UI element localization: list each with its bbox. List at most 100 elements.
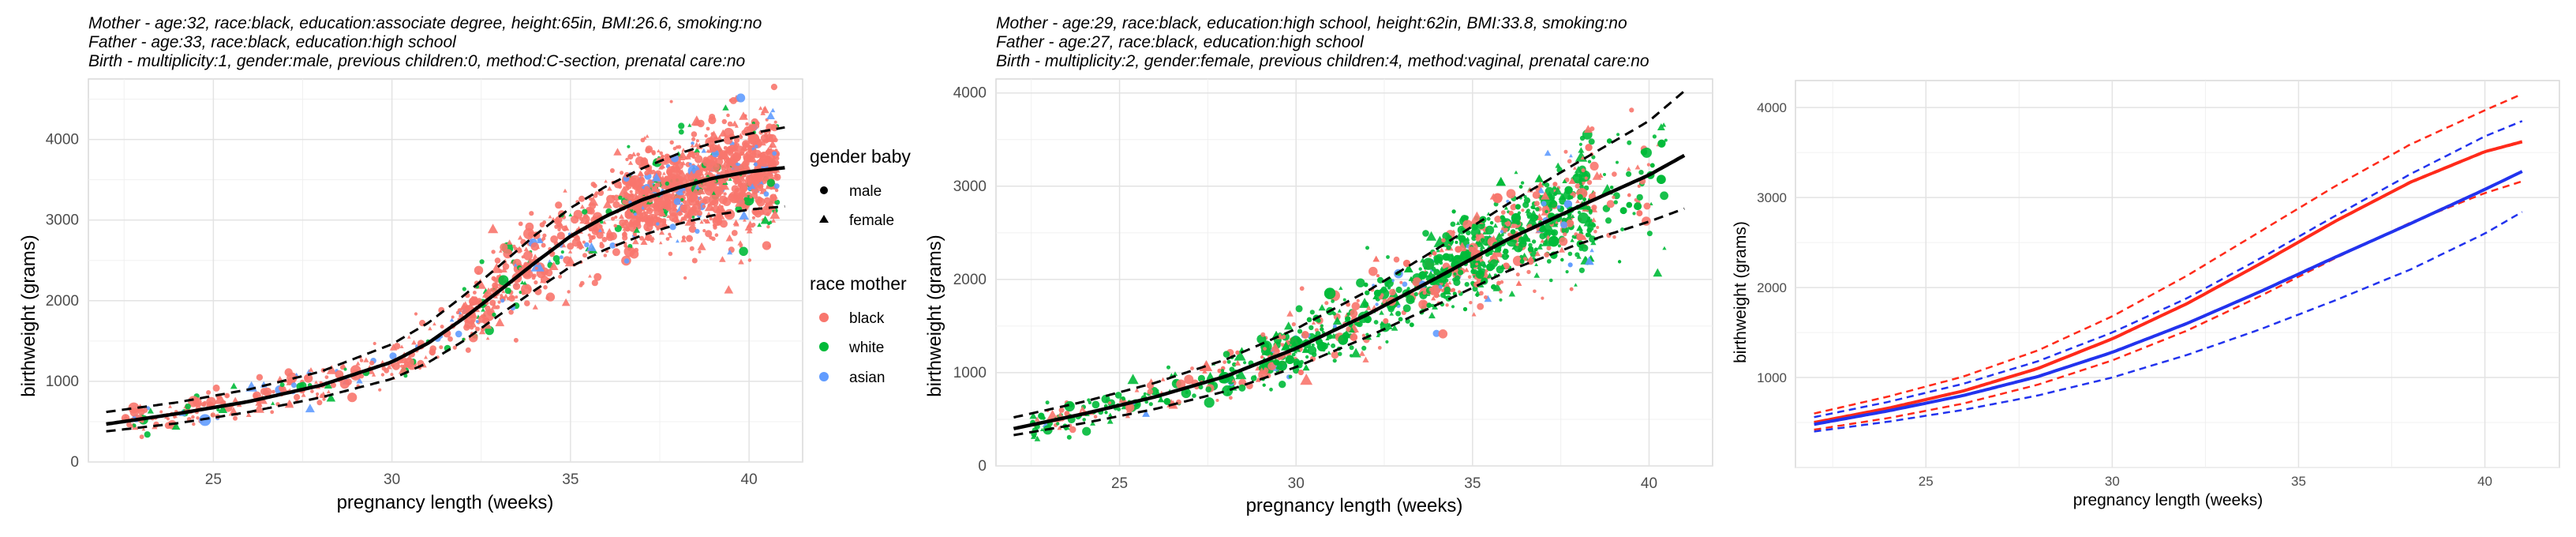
data-point bbox=[539, 222, 545, 227]
data-point bbox=[611, 216, 616, 221]
data-point bbox=[769, 169, 774, 174]
data-point bbox=[773, 197, 778, 201]
data-point bbox=[1441, 238, 1446, 243]
data-point bbox=[734, 137, 740, 143]
data-point bbox=[1578, 147, 1585, 153]
data-point bbox=[286, 381, 291, 385]
data-point bbox=[1155, 389, 1159, 392]
data-point bbox=[722, 197, 732, 206]
data-point bbox=[718, 179, 730, 190]
y-tick-label: 4000 bbox=[1757, 100, 1787, 115]
data-point bbox=[1232, 362, 1237, 367]
data-point bbox=[439, 345, 444, 350]
data-point bbox=[1325, 336, 1330, 340]
data-point bbox=[651, 172, 661, 182]
data-point bbox=[340, 362, 346, 368]
data-point bbox=[1217, 368, 1222, 374]
data-point bbox=[1229, 396, 1233, 400]
data-point bbox=[1428, 312, 1436, 319]
data-point bbox=[1127, 374, 1139, 385]
legend-white-label: white bbox=[848, 340, 884, 356]
data-point bbox=[1331, 351, 1339, 359]
data-point bbox=[1200, 360, 1213, 371]
data-point bbox=[1148, 402, 1153, 407]
data-point bbox=[582, 253, 587, 258]
data-point bbox=[651, 151, 656, 156]
data-point bbox=[555, 216, 563, 223]
legend-male-label: male bbox=[849, 183, 882, 200]
data-point bbox=[1222, 360, 1227, 364]
data-point bbox=[1068, 401, 1074, 407]
data-point bbox=[723, 180, 727, 184]
y-tick-label: 3000 bbox=[46, 212, 79, 229]
x-tick-label: 30 bbox=[2105, 474, 2120, 489]
y-tick-label: 0 bbox=[70, 454, 79, 471]
data-point bbox=[658, 166, 662, 170]
data-point bbox=[1571, 214, 1575, 218]
data-point bbox=[1512, 255, 1524, 266]
data-point bbox=[747, 258, 752, 262]
data-point bbox=[588, 239, 593, 243]
data-point bbox=[1584, 176, 1588, 180]
data-point bbox=[1108, 413, 1112, 417]
data-point bbox=[1324, 301, 1329, 306]
data-point bbox=[706, 173, 710, 178]
data-point bbox=[751, 187, 759, 195]
data-point bbox=[620, 171, 624, 175]
data-point bbox=[1583, 125, 1593, 133]
data-point bbox=[769, 144, 773, 148]
data-point bbox=[518, 221, 523, 227]
data-point bbox=[358, 374, 365, 379]
data-point bbox=[173, 415, 177, 419]
data-point bbox=[629, 175, 641, 187]
data-point bbox=[662, 171, 666, 175]
data-point bbox=[695, 228, 700, 234]
data-point bbox=[1508, 210, 1514, 216]
data-point bbox=[625, 157, 629, 162]
data-point bbox=[1391, 325, 1398, 331]
data-point bbox=[1331, 343, 1336, 348]
data-point bbox=[683, 156, 688, 160]
data-point bbox=[726, 113, 730, 118]
data-point bbox=[1387, 322, 1392, 327]
data-point bbox=[212, 384, 220, 392]
data-point bbox=[1657, 123, 1665, 130]
legend-female-marker bbox=[819, 215, 829, 223]
data-point bbox=[762, 172, 768, 179]
data-point bbox=[1172, 371, 1178, 377]
data-point bbox=[1539, 243, 1543, 247]
data-point bbox=[495, 317, 505, 327]
data-point bbox=[389, 352, 397, 360]
data-point bbox=[485, 336, 490, 340]
data-point bbox=[1205, 386, 1211, 393]
data-point bbox=[561, 225, 568, 231]
data-point bbox=[1335, 317, 1340, 322]
data-point bbox=[500, 299, 505, 303]
data-point bbox=[1549, 278, 1553, 283]
data-point bbox=[359, 359, 364, 362]
data-point bbox=[649, 183, 653, 188]
data-point bbox=[688, 162, 692, 166]
data-point bbox=[743, 152, 751, 161]
data-point bbox=[602, 199, 612, 208]
data-point bbox=[1586, 216, 1593, 223]
data-point bbox=[1262, 383, 1266, 387]
data-point bbox=[1288, 374, 1293, 379]
data-point bbox=[1515, 242, 1519, 246]
data-point bbox=[406, 335, 411, 339]
data-point bbox=[1058, 411, 1063, 417]
data-point bbox=[1500, 215, 1505, 220]
data-point bbox=[766, 225, 770, 229]
data-point bbox=[555, 201, 563, 209]
panel-2-caption-father: Father - age:27, race:black, education:h… bbox=[996, 33, 1365, 51]
data-point bbox=[1541, 201, 1547, 207]
data-point bbox=[1572, 166, 1577, 170]
data-point bbox=[1589, 248, 1594, 253]
data-point bbox=[768, 161, 774, 167]
data-point bbox=[1418, 267, 1422, 271]
data-point bbox=[449, 317, 455, 322]
data-point bbox=[709, 114, 716, 120]
data-point bbox=[704, 170, 710, 175]
data-point bbox=[1318, 304, 1326, 311]
